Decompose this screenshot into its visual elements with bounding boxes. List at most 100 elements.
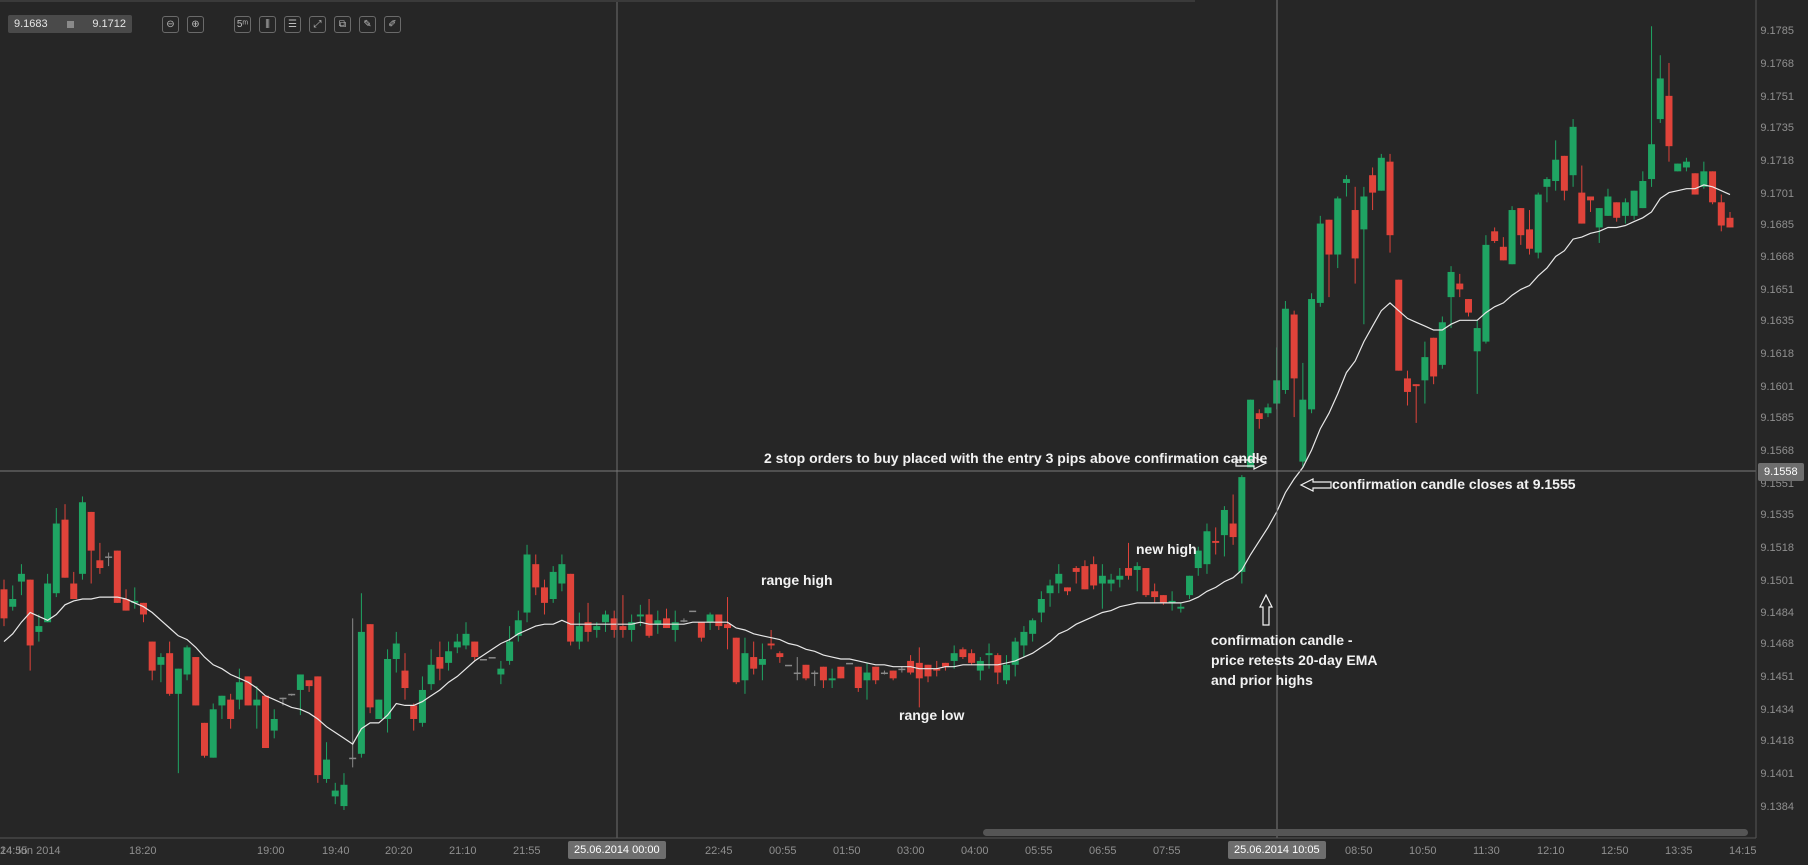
candle <box>1168 600 1176 603</box>
price-tick-label: 9.1718 <box>1760 154 1794 167</box>
zoom-in-icon[interactable]: ⊕ <box>187 15 204 33</box>
candle <box>1438 322 1446 365</box>
time-tick-label: 08:50 <box>1345 845 1373 857</box>
candle <box>497 668 505 675</box>
price-tick-label: 9.1585 <box>1760 412 1794 425</box>
candle <box>741 653 749 681</box>
candle <box>323 759 331 779</box>
draw-icon[interactable]: ✐ <box>384 15 401 33</box>
ema-line <box>3 184 1731 745</box>
time-scrollbar[interactable] <box>983 829 1748 836</box>
settings-sliders-icon[interactable]: ☰ <box>284 15 301 33</box>
candle <box>296 674 304 690</box>
candle <box>1142 568 1150 596</box>
candle <box>1308 299 1316 410</box>
candle <box>715 614 723 627</box>
candle <box>78 502 86 574</box>
zoom-out-icon[interactable]: ⊖ <box>162 15 179 33</box>
candle <box>1421 357 1429 381</box>
candle <box>122 599 130 611</box>
edit-icon[interactable]: ✎ <box>359 15 376 33</box>
candle <box>880 672 888 675</box>
candle <box>750 657 758 669</box>
candle <box>0 589 8 619</box>
candle <box>994 655 1002 673</box>
candle <box>532 564 540 588</box>
price-tick-label: 9.1418 <box>1760 735 1794 748</box>
time-tick-label: 12:10 <box>1537 845 1565 857</box>
candle <box>1386 161 1394 236</box>
time-tick-label: 14:15 <box>1729 845 1757 857</box>
candle <box>1342 179 1350 183</box>
candle <box>157 657 165 665</box>
candle <box>401 670 409 689</box>
candle <box>785 664 793 667</box>
candle <box>340 784 348 807</box>
time-tick-label: 07:55 <box>1153 845 1181 857</box>
candle <box>1412 384 1420 387</box>
candle <box>1081 566 1089 590</box>
candle <box>1316 223 1324 303</box>
annotation-confirmation: confirmation candle - price retests 20-d… <box>1211 630 1378 690</box>
right-arrow-icon <box>1235 456 1268 470</box>
candle <box>1011 641 1019 665</box>
candle <box>1499 246 1507 261</box>
candle <box>802 664 810 679</box>
candle <box>776 653 784 658</box>
candle <box>192 657 200 706</box>
time-tick-label: 05:55 <box>1025 845 1053 857</box>
candle <box>1037 599 1045 613</box>
time-tick-label: 00:55 <box>769 845 797 857</box>
time-tick-label: 24 Jun 2014 <box>0 845 61 857</box>
candle <box>1403 378 1411 392</box>
candle <box>462 633 470 646</box>
candle <box>924 664 932 677</box>
candle <box>671 622 679 630</box>
candle <box>1630 190 1638 216</box>
candle <box>1648 144 1656 180</box>
price-tick-label: 9.1618 <box>1760 348 1794 361</box>
crosshair-time-label-midnight: 25.06.2014 00:00 <box>568 841 666 859</box>
time-tick-label: 12:50 <box>1601 845 1629 857</box>
candle <box>1107 579 1115 584</box>
candle <box>35 626 43 632</box>
candle <box>732 637 740 683</box>
price-tick-label: 9.1468 <box>1760 638 1794 651</box>
time-tick-label: 19:40 <box>322 845 350 857</box>
candle <box>1194 550 1202 569</box>
chart-toolbar: 9.1683 9.1712 ⊖ ⊕ 5ᵐ ⫼ ☰ ⤢ ⧉ ✎ ✐ <box>8 15 401 33</box>
candle <box>1299 399 1307 462</box>
candle <box>113 550 121 603</box>
candle <box>1264 407 1272 414</box>
candle <box>1578 192 1586 224</box>
candle <box>1063 587 1071 592</box>
candle <box>636 614 644 617</box>
candle <box>898 668 906 671</box>
candle <box>375 699 383 719</box>
indicators-icon[interactable]: ⤢ <box>309 15 326 33</box>
compare-icon[interactable]: ⧉ <box>334 15 351 33</box>
price-tick-label: 9.1668 <box>1760 251 1794 264</box>
candle <box>183 647 191 675</box>
timeframe-5m-icon[interactable]: 5ᵐ <box>234 15 251 33</box>
candle <box>1639 181 1647 209</box>
candle <box>1247 399 1255 468</box>
time-tick-label: 22:45 <box>705 845 733 857</box>
annotation-new-high: new high <box>1136 541 1197 557</box>
candlestick-type-icon[interactable]: ⫼ <box>259 15 276 33</box>
candle <box>52 523 60 594</box>
candle <box>1177 606 1185 609</box>
candle <box>828 678 836 681</box>
candle <box>976 660 984 671</box>
candle <box>96 560 104 569</box>
candle <box>889 670 897 679</box>
candle <box>968 653 976 663</box>
left-arrow-icon <box>1299 478 1332 492</box>
candle <box>1334 198 1342 255</box>
candle <box>253 699 261 706</box>
price-tick-label: 9.1785 <box>1760 25 1794 37</box>
candle <box>811 672 819 675</box>
candle <box>209 709 217 758</box>
candle <box>1508 210 1516 265</box>
